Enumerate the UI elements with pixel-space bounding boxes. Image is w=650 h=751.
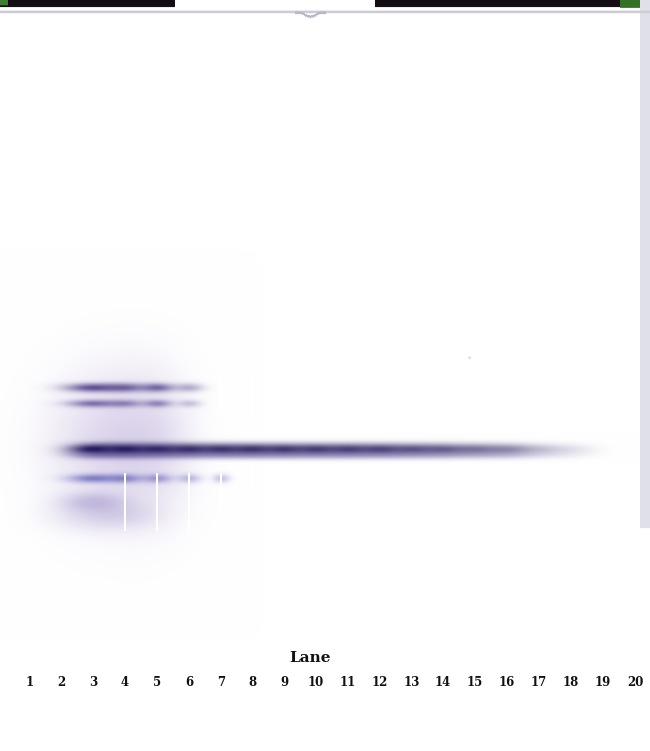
Text: Lane: Lane [289, 650, 331, 665]
Text: 12: 12 [372, 677, 388, 689]
Text: 17: 17 [531, 677, 547, 689]
Text: 16: 16 [499, 677, 515, 689]
Text: 7: 7 [217, 677, 225, 689]
Text: 8: 8 [248, 677, 256, 689]
Text: 2: 2 [57, 677, 65, 689]
Text: 9: 9 [280, 677, 288, 689]
Text: 4: 4 [121, 677, 129, 689]
Text: 13: 13 [404, 677, 420, 689]
Text: 6: 6 [185, 677, 193, 689]
Text: 20: 20 [627, 677, 644, 689]
Text: 5: 5 [153, 677, 161, 689]
Text: 10: 10 [308, 677, 324, 689]
Text: 15: 15 [467, 677, 483, 689]
Text: 14: 14 [435, 677, 451, 689]
Text: 1: 1 [26, 677, 34, 689]
Text: 18: 18 [563, 677, 579, 689]
Text: 11: 11 [340, 677, 356, 689]
Text: 3: 3 [89, 677, 97, 689]
Text: 19: 19 [595, 677, 611, 689]
